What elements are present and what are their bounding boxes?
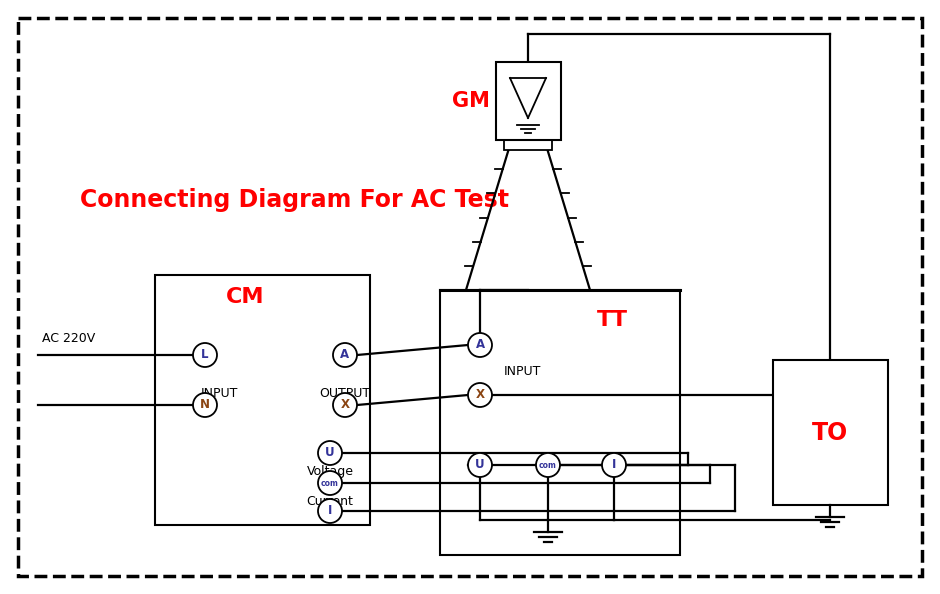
Text: TT: TT [597, 310, 628, 330]
Text: N: N [200, 399, 210, 412]
Text: INPUT: INPUT [200, 387, 238, 400]
Text: I: I [328, 504, 332, 517]
Circle shape [193, 343, 217, 367]
Text: Voltage: Voltage [306, 465, 353, 478]
Text: INPUT: INPUT [503, 365, 540, 378]
Text: com: com [321, 479, 339, 488]
Bar [495, 62, 560, 140]
Circle shape [602, 453, 626, 477]
Circle shape [318, 499, 342, 523]
Text: X: X [340, 399, 350, 412]
Bar [773, 360, 887, 505]
Text: L: L [201, 349, 209, 362]
Circle shape [333, 343, 357, 367]
Text: U: U [476, 459, 485, 472]
Text: AC 220V: AC 220V [42, 333, 95, 346]
Circle shape [193, 393, 217, 417]
Circle shape [468, 383, 492, 407]
Text: TO: TO [812, 421, 848, 444]
Circle shape [536, 453, 560, 477]
Text: Connecting Diagram For AC Test: Connecting Diagram For AC Test [80, 188, 509, 212]
Circle shape [333, 393, 357, 417]
Text: X: X [476, 388, 484, 402]
Circle shape [318, 471, 342, 495]
Bar [440, 290, 680, 555]
Text: I: I [612, 459, 617, 472]
Circle shape [468, 333, 492, 357]
Bar [155, 275, 370, 525]
Text: A: A [476, 339, 484, 352]
Text: CM: CM [226, 287, 264, 307]
Text: com: com [539, 460, 556, 469]
Text: Current: Current [306, 495, 353, 508]
Bar [504, 140, 552, 150]
Text: GM: GM [451, 91, 490, 111]
Text: OUTPUT: OUTPUT [320, 387, 370, 400]
Text: A: A [340, 349, 350, 362]
Text: U: U [325, 447, 335, 460]
Circle shape [318, 441, 342, 465]
Circle shape [468, 453, 492, 477]
